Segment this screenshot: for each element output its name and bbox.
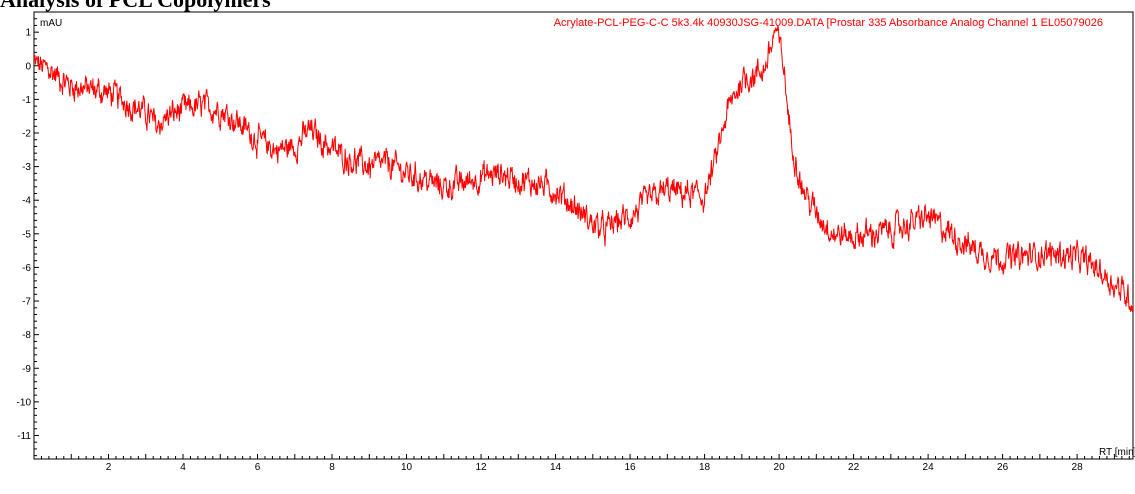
y-tick-label: -6 — [22, 263, 31, 274]
y-axis-unit-label: mAU — [40, 18, 62, 29]
y-tick-label: 0 — [25, 61, 31, 72]
y-tick-label: -11 — [17, 431, 31, 442]
plot-frame — [33, 11, 1134, 460]
x-tick-label: 16 — [625, 462, 637, 473]
x-axis-unit-label: RT [min] — [1099, 447, 1135, 458]
x-tick-label: 22 — [848, 462, 860, 473]
chart-title: Acrylate-PCL-PEG-C-C 5k3.4k 40930JSG-410… — [554, 17, 1103, 29]
x-axis: 2 4 6 8 10 12 14 16 18 20 22 24 26 28 — [33, 454, 1130, 473]
y-tick-label: -4 — [22, 196, 31, 207]
x-tick-label: 8 — [329, 462, 335, 473]
page-heading: Analysis of PCL Copolymers — [0, 0, 271, 12]
y-axis: 1 0 -1 -2 -3 -4 -5 -6 -7 -8 -9 -10 -11 — [17, 11, 39, 457]
y-tick-label: -2 — [22, 128, 31, 139]
y-tick-label: -8 — [22, 330, 31, 341]
y-tick-label: -7 — [22, 297, 31, 308]
plot-area — [34, 25, 1133, 313]
x-tick-label: 14 — [550, 462, 562, 473]
x-tick-label: 10 — [401, 462, 413, 473]
x-tick-label: 12 — [475, 462, 487, 473]
y-tick-label: -3 — [22, 162, 31, 173]
y-tick-label: -10 — [17, 397, 32, 408]
y-tick-label: -9 — [22, 364, 31, 375]
y-tick-label: 1 — [25, 28, 31, 39]
y-tick-label: -1 — [22, 95, 31, 106]
x-tick-label: 24 — [923, 462, 935, 473]
x-tick-label: 26 — [997, 462, 1009, 473]
x-tick-label: 20 — [774, 462, 786, 473]
x-tick-label: 2 — [106, 462, 112, 473]
x-tick-label: 4 — [180, 462, 186, 473]
x-tick-label: 6 — [255, 462, 261, 473]
y-tick-label: -5 — [22, 229, 31, 240]
absorbance-trace — [34, 25, 1133, 313]
x-tick-label: 18 — [699, 462, 711, 473]
x-tick-label: 28 — [1072, 462, 1084, 473]
plot-border — [33, 11, 1134, 460]
